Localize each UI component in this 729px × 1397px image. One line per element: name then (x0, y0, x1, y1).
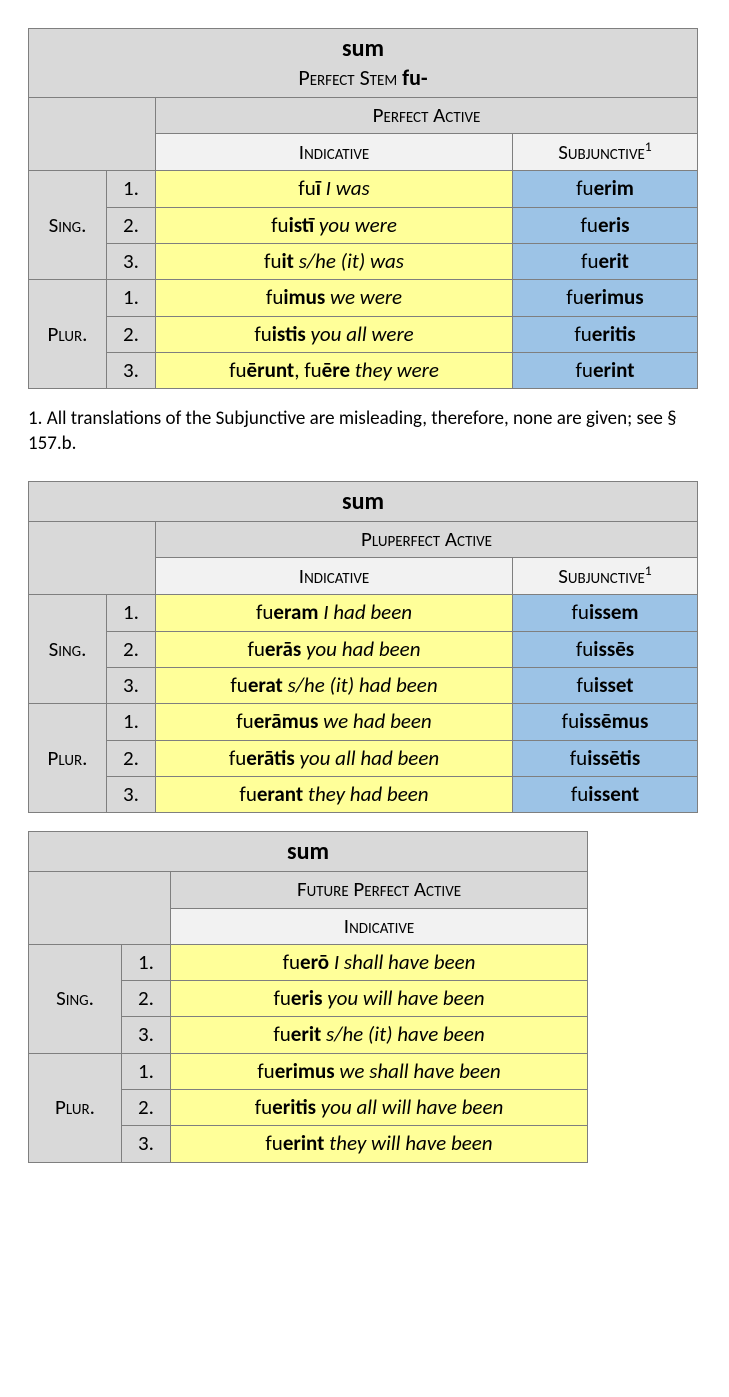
tense-header: Perfect Active (156, 97, 698, 133)
blank-corner (29, 97, 156, 171)
person-number: 1. (122, 1053, 171, 1089)
tense-header: Pluperfect Active (156, 521, 698, 557)
person-number: 1. (107, 595, 156, 631)
blank-corner (29, 521, 156, 595)
subjunctive-cell: fuissētis (513, 740, 698, 776)
subjunctive-cell: fuerimus (513, 280, 698, 316)
subjunctive-cell: fueris (513, 207, 698, 243)
indicative-cell: fuerās you had been (156, 631, 513, 667)
indicative-cell: fuerimus we shall have been (171, 1053, 588, 1089)
indicative-cell: fuerātis you all had been (156, 740, 513, 776)
subjunctive-cell: fuerint (513, 352, 698, 388)
indicative-cell: fuerant they had been (156, 776, 513, 812)
person-number: 1. (107, 171, 156, 207)
table-title: sum (29, 832, 588, 872)
number-group-label: Plur. (29, 280, 107, 389)
person-number: 3. (107, 776, 156, 812)
person-number: 3. (107, 243, 156, 279)
person-number: 1. (107, 280, 156, 316)
mood-header: Indicative (171, 908, 588, 944)
indicative-cell: fuerat s/he (it) had been (156, 667, 513, 703)
mood-header: Indicative (156, 134, 513, 171)
subjunctive-cell: fuerit (513, 243, 698, 279)
indicative-cell: fueram I had been (156, 595, 513, 631)
indicative-cell: fuerit s/he (it) have been (171, 1017, 588, 1053)
person-number: 2. (122, 1090, 171, 1126)
indicative-cell: fuimus we were (156, 280, 513, 316)
table-title: sum (29, 481, 698, 521)
number-group-label: Sing. (29, 944, 122, 1053)
indicative-cell: fuī I was (156, 171, 513, 207)
footnote: 1. All translations of the Subjunctive a… (28, 407, 701, 456)
person-number: 3. (122, 1126, 171, 1162)
indicative-cell: fuistī you were (156, 207, 513, 243)
document-root: sumPerfect Stem fu-Perfect ActiveIndicat… (28, 28, 701, 1163)
table-title: sumPerfect Stem fu- (29, 29, 698, 98)
indicative-cell: fuistis you all were (156, 316, 513, 352)
person-number: 3. (122, 1017, 171, 1053)
number-group-label: Plur. (29, 1053, 122, 1162)
indicative-cell: fuerō I shall have been (171, 944, 588, 980)
number-group-label: Plur. (29, 704, 107, 813)
conjugation-table: sumPluperfect ActiveIndicativeSubjunctiv… (28, 481, 698, 814)
blank-corner (29, 872, 171, 945)
mood-header: Indicative (156, 558, 513, 595)
number-group-label: Sing. (29, 171, 107, 280)
person-number: 3. (107, 667, 156, 703)
indicative-cell: fuerāmus we had been (156, 704, 513, 740)
mood-header: Subjunctive1 (513, 134, 698, 171)
subjunctive-cell: fuissent (513, 776, 698, 812)
indicative-cell: fuērunt, fuēre they were (156, 352, 513, 388)
number-group-label: Sing. (29, 595, 107, 704)
subjunctive-cell: fuisset (513, 667, 698, 703)
conjugation-table: sumPerfect Stem fu-Perfect ActiveIndicat… (28, 28, 698, 389)
subjunctive-cell: fuissēs (513, 631, 698, 667)
conjugation-table: sumFuture Perfect ActiveIndicative Sing.1… (28, 831, 588, 1163)
subjunctive-cell: fuissēmus (513, 704, 698, 740)
indicative-cell: fueris you will have been (171, 981, 588, 1017)
person-number: 2. (122, 981, 171, 1017)
person-number: 1. (107, 704, 156, 740)
indicative-cell: fuerint they will have been (171, 1126, 588, 1162)
person-number: 2. (107, 207, 156, 243)
subjunctive-cell: fueritis (513, 316, 698, 352)
person-number: 1. (122, 944, 171, 980)
subjunctive-cell: fuerim (513, 171, 698, 207)
indicative-cell: fuit s/he (it) was (156, 243, 513, 279)
tense-header: Future Perfect Active (171, 872, 588, 908)
indicative-cell: fueritis you all will have been (171, 1090, 588, 1126)
person-number: 2. (107, 316, 156, 352)
subjunctive-cell: fuissem (513, 595, 698, 631)
person-number: 2. (107, 631, 156, 667)
person-number: 2. (107, 740, 156, 776)
mood-header: Subjunctive1 (513, 558, 698, 595)
person-number: 3. (107, 352, 156, 388)
